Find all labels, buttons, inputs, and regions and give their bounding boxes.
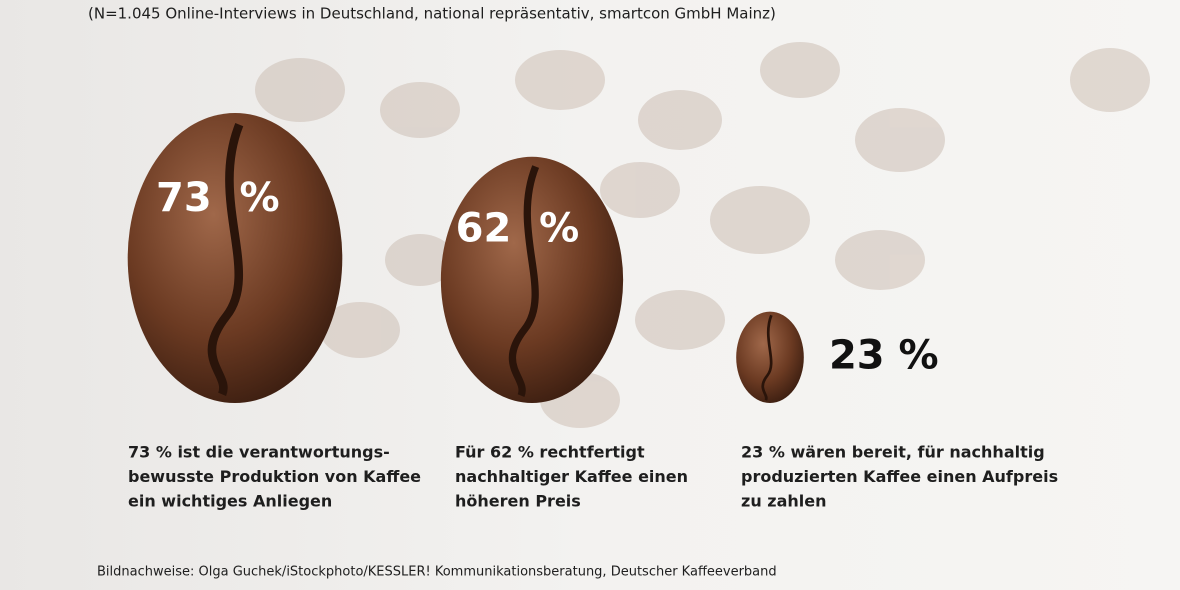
value-label: 62 % (456, 206, 580, 252)
description-line: ein wichtiges Anliegen (128, 492, 332, 511)
description-line: nachhaltiger Kaffee einen (455, 467, 688, 486)
bean-crease (207, 123, 244, 396)
description-line: Für 62 % rechtfertigt (455, 443, 645, 462)
value-label: 73 % (156, 175, 280, 221)
bean-crease (508, 165, 540, 398)
background-beans (255, 42, 1150, 428)
bean-crease (761, 314, 773, 401)
description-line: 73 % ist die verantwortungs- (128, 443, 390, 462)
description-line: bewusste Produktion von Kaffee (128, 467, 421, 486)
description-line: zu zahlen (741, 492, 827, 511)
source: Bildnachweise: Olga Guchek/iStockphoto/K… (97, 565, 777, 580)
value-label: 23 % (829, 332, 939, 378)
description-line: 23 % wären bereit, für nachhaltig (741, 443, 1045, 462)
description-line: höheren Preis (455, 492, 581, 511)
description-line: produzierten Kaffee einen Aufpreis (741, 467, 1058, 486)
subtitle: (N=1.045 Online-Interviews in Deutschlan… (88, 5, 776, 23)
